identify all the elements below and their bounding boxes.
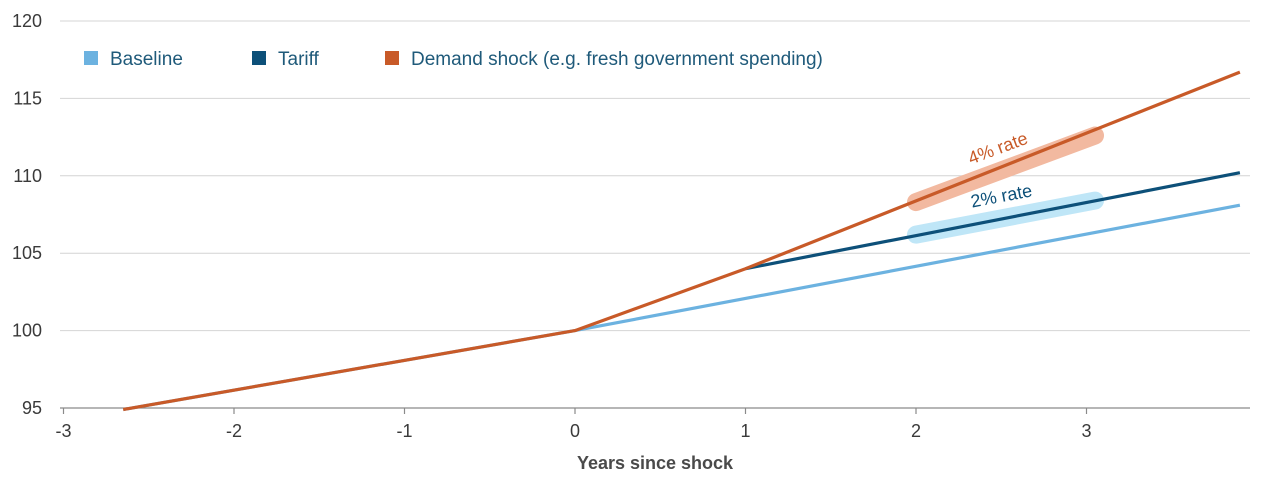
y-tick-label: 110 (13, 166, 42, 186)
legend-swatch-baseline (84, 51, 98, 65)
x-tick-label: 2 (911, 421, 921, 441)
y-tick-label: 95 (22, 398, 42, 418)
highlight-4-rate (907, 126, 1105, 212)
series-lines (122, 70, 1241, 412)
legend-label-baseline: Baseline (110, 49, 183, 70)
x-tick-label: -2 (226, 421, 242, 441)
legend-swatch-demand-shock (385, 51, 399, 65)
series-line-demand-shock (122, 70, 1241, 412)
x-tick-label: 1 (740, 421, 750, 441)
y-tick-label: 115 (13, 88, 42, 108)
x-axis: -3 -2 -1 0 1 2 3 (55, 408, 1092, 441)
y-tick-label: 100 (12, 321, 42, 341)
gridlines (60, 20, 1250, 409)
y-tick-label: 105 (12, 243, 42, 263)
x-tick-label: 3 (1081, 421, 1091, 441)
y-axis-ticks: 95 100 105 110 115 120 (12, 11, 42, 418)
legend: Baseline Tariff Demand shock (e.g. fresh g… (84, 49, 823, 70)
series-line-tariff (745, 171, 1241, 271)
legend-label-demand-shock: Demand shock (e.g. fresh government spen… (411, 49, 823, 70)
y-tick-label: 120 (12, 11, 42, 31)
x-axis-title: Years since shock (577, 453, 734, 473)
legend-swatch-tariff (252, 51, 266, 65)
legend-label-tariff: Tariff (278, 49, 320, 70)
x-tick-label: -1 (396, 421, 412, 441)
x-tick-label: -3 (55, 421, 71, 441)
x-tick-label: 0 (570, 421, 580, 441)
